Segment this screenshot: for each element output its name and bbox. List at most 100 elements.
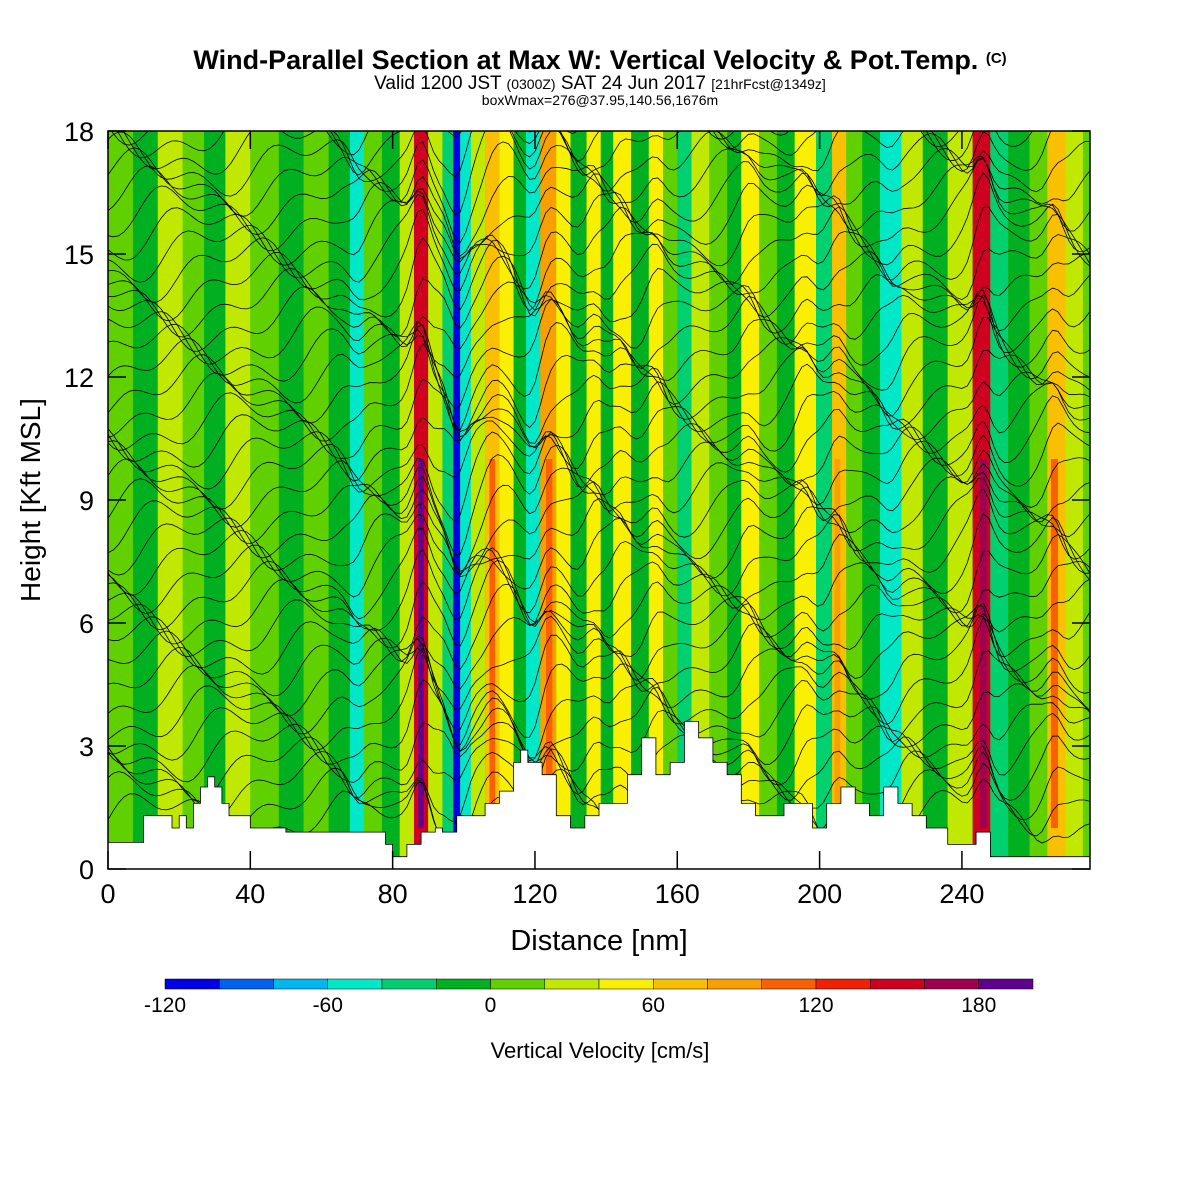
potential-temperature-isolines (108, 131, 1090, 869)
y-tick-label: 15 (64, 240, 94, 270)
velocity-column (278, 131, 304, 869)
colorbar-segment (544, 978, 600, 990)
theta-isoline (108, 709, 1090, 786)
velocity-column (204, 131, 226, 869)
colorbar-segment (924, 978, 979, 990)
forecast-info: [21hrFcst@1349z] (711, 76, 826, 92)
theta-isoline (108, 378, 1090, 459)
colorbar-segment (707, 978, 762, 990)
theta-isoline (108, 431, 1090, 523)
title-block: Wind-Parallel Section at Max W: Vertical… (0, 44, 1200, 107)
velocity-column (862, 131, 881, 869)
copyright-mark: (C) (985, 50, 1007, 67)
velocity-column (947, 131, 973, 869)
theta-isoline (108, 635, 1090, 746)
colorbar-segment (219, 978, 274, 990)
y-tick-label: 6 (79, 609, 94, 639)
theta-isoline (108, 678, 1090, 769)
velocity-column (132, 131, 158, 869)
velocity-column (470, 131, 486, 869)
colorbar-segment (490, 978, 545, 990)
colorbar-segment (436, 978, 491, 990)
colorbar-segment (653, 978, 708, 990)
theta-isoline (108, 155, 1090, 257)
x-tick-label: 240 (939, 879, 984, 909)
velocity-column (709, 131, 728, 869)
velocity-column (1029, 131, 1048, 869)
colorbar: -120 -60 0 60 120 180 (144, 978, 1034, 1017)
theta-isoline (108, 513, 1090, 598)
theta-isoline (108, 395, 1090, 482)
theta-isoline (108, 467, 1090, 576)
x-axis: 0 40 80 120 160 200 240 (100, 131, 984, 909)
velocity-column (677, 131, 692, 869)
theta-isoline (108, 289, 1090, 378)
velocity-column (691, 131, 710, 869)
theta-isoline (108, 420, 1090, 493)
colorbar-tick-label: 0 (485, 994, 497, 1017)
theta-isoline (108, 528, 1090, 620)
colorbar-segment (381, 978, 437, 990)
velocity-column (182, 131, 205, 869)
theta-isoline (108, 281, 1090, 353)
theta-isoline (108, 171, 1090, 267)
velocity-column (460, 131, 471, 869)
theta-isoline (108, 193, 1090, 290)
velocity-column (741, 131, 760, 869)
x-tick-label: 40 (235, 879, 265, 909)
velocity-column (759, 131, 777, 869)
velocity-core (834, 459, 841, 828)
theta-isoline (108, 547, 1090, 631)
velocity-column (442, 131, 454, 869)
colorbar-segment (815, 978, 871, 990)
valid-date: SAT 24 Jun 2017 (560, 73, 706, 94)
theta-isoline (108, 237, 1090, 322)
theta-isoline (108, 255, 1090, 338)
theta-isoline (108, 131, 1090, 216)
velocity-column (499, 131, 514, 869)
chart-title: Wind-Parallel Section at Max W: Vertical… (0, 44, 1200, 75)
theta-isoline (108, 444, 1090, 556)
theta-isoline (108, 477, 1090, 578)
y-tick-label: 0 (79, 855, 94, 885)
velocity-column (570, 131, 587, 869)
colorbar-segment (598, 978, 654, 990)
theta-isoline (108, 324, 1090, 441)
x-axis-label: Distance [nm] (510, 925, 687, 957)
theta-isoline (108, 583, 1090, 670)
velocity-core (455, 459, 459, 828)
x-tick-label: 200 (797, 879, 842, 909)
colorbar-tick-label: -60 (313, 994, 343, 1017)
colorbar-segment (164, 978, 220, 990)
colorbar-segment (870, 978, 925, 990)
colorbar-tick-label: -120 (144, 994, 186, 1017)
velocity-column (157, 131, 183, 869)
chart-subtitle: Valid 1200 JST (0300Z) SAT 24 Jun 2017 [… (0, 73, 1200, 94)
theta-isoline (108, 343, 1090, 444)
velocity-column (225, 131, 251, 869)
y-tick-label: 18 (64, 117, 94, 147)
plot-area (108, 131, 1090, 869)
theta-isoline (108, 293, 1090, 410)
velocity-column (663, 131, 678, 869)
velocity-column (250, 131, 279, 869)
colorbar-label: Vertical Velocity [cm/s] (491, 1038, 710, 1063)
velocity-column (922, 131, 948, 869)
velocity-column (648, 131, 664, 869)
velocity-column (727, 131, 742, 869)
valid-time: Valid 1200 JST (374, 73, 502, 94)
x-tick-label: 120 (512, 879, 557, 909)
chart-title-text: Wind-Parallel Section at Max W: Vertical… (193, 45, 979, 75)
y-tick-label: 9 (79, 486, 94, 516)
velocity-column (880, 131, 902, 869)
theta-isoline (108, 316, 1090, 431)
velocity-column (349, 131, 365, 869)
theta-isoline (108, 602, 1090, 710)
colorbar-segment (978, 978, 1034, 990)
velocity-column (328, 131, 350, 869)
velocity-column (364, 131, 382, 869)
theta-isoline (122, 131, 1052, 182)
terrain-mask (108, 721, 1090, 869)
velocity-core (1050, 459, 1058, 828)
